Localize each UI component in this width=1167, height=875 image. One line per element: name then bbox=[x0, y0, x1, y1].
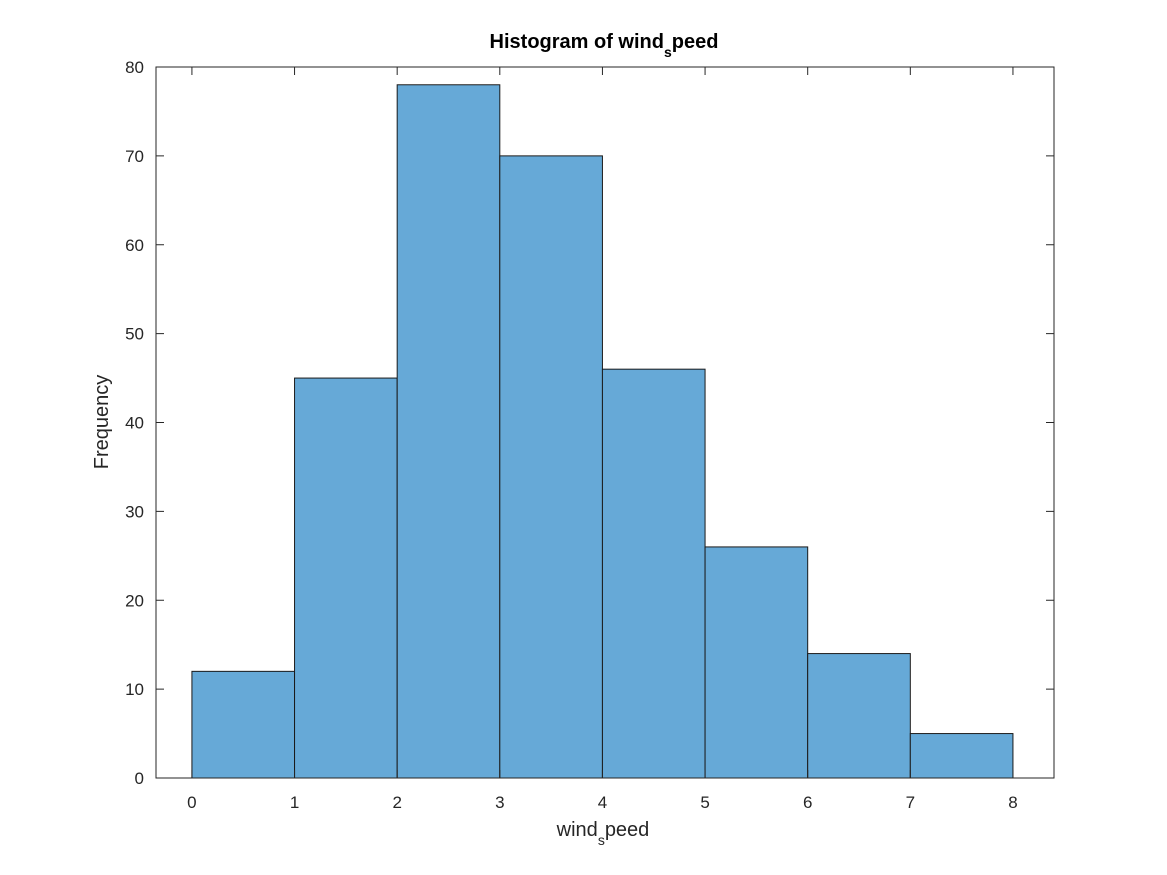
axes-box bbox=[155, 66, 1055, 779]
x-tick-label: 2 bbox=[392, 793, 401, 812]
histogram-bar bbox=[601, 368, 706, 779]
histogram-bar bbox=[807, 653, 911, 779]
x-tick-label: 4 bbox=[598, 793, 607, 812]
y-tick-label: 10 bbox=[125, 680, 144, 699]
x-tick-label: 7 bbox=[906, 793, 915, 812]
histogram-bar bbox=[499, 155, 603, 779]
x-tick-label: 3 bbox=[495, 793, 504, 812]
y-tick-label: 80 bbox=[125, 58, 144, 77]
y-tick-label: 60 bbox=[125, 236, 144, 255]
x-tick-label: 0 bbox=[187, 793, 196, 812]
y-tick-label: 0 bbox=[135, 769, 144, 788]
bars-group bbox=[191, 84, 1014, 779]
x-tick-label: 1 bbox=[290, 793, 299, 812]
y-tick-label: 30 bbox=[125, 502, 144, 521]
x-tick-label: 8 bbox=[1008, 793, 1017, 812]
histogram-bar bbox=[396, 84, 501, 779]
y-tick-label: 20 bbox=[125, 591, 144, 610]
x-axis-label: windspeed bbox=[556, 819, 650, 848]
histogram-bar bbox=[909, 733, 1014, 779]
histogram-bar bbox=[191, 670, 296, 779]
x-tick-labels: 0 1 2 3 4 5 6 7 8 bbox=[187, 793, 1017, 812]
y-axis-label: Frequency bbox=[91, 375, 113, 470]
histogram-bar bbox=[294, 377, 398, 779]
y-tick-label: 40 bbox=[125, 414, 144, 433]
y-tick-label: 70 bbox=[125, 147, 144, 166]
histogram-bar bbox=[704, 546, 809, 779]
y-tick-labels: 0 10 20 30 40 50 60 70 80 bbox=[125, 58, 144, 788]
y-tick-label: 50 bbox=[125, 325, 144, 344]
x-tick-label: 6 bbox=[803, 793, 812, 812]
x-tick-label: 5 bbox=[700, 793, 709, 812]
chart-title: Histogram of windspeed bbox=[490, 31, 719, 60]
ticks-group bbox=[156, 66, 1054, 779]
